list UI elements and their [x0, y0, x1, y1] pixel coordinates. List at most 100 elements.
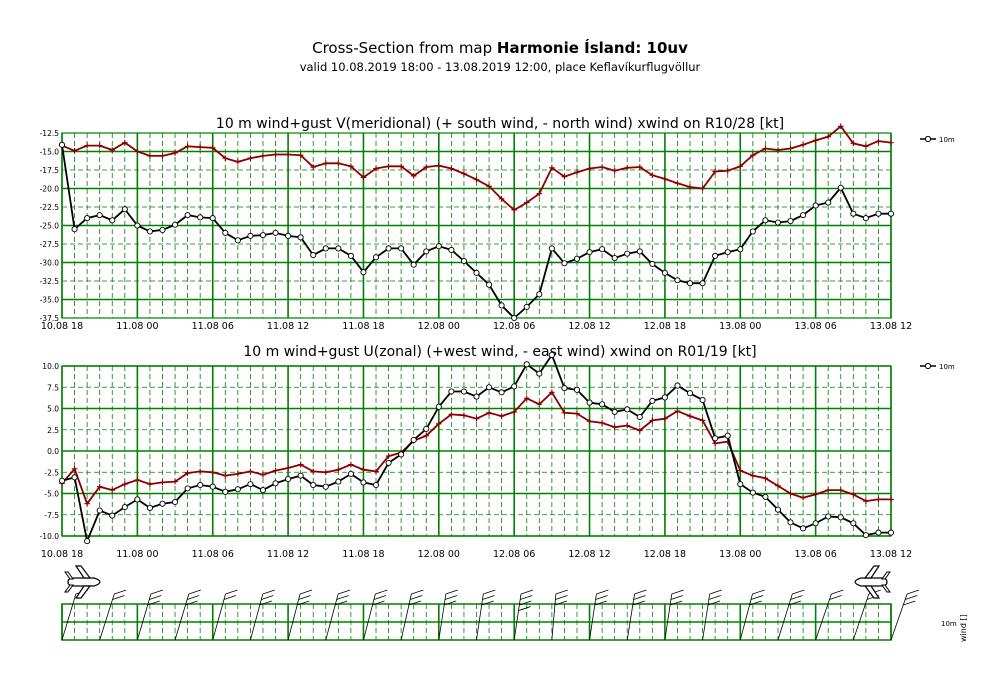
y-tick-label: -37.5: [40, 314, 60, 323]
y-tick-label: -30.0: [40, 259, 60, 268]
data-point: [197, 214, 204, 221]
data-point: [297, 461, 304, 468]
data-point: [460, 388, 467, 395]
data-point: [573, 255, 581, 262]
x-tick-label: 12.08 00: [418, 549, 460, 560]
data-point: [348, 163, 354, 170]
wind-barb: [626, 589, 647, 641]
x-tick-label: 13.08 00: [719, 321, 761, 332]
x-tick-label: 11.08 18: [342, 321, 384, 332]
data-point: [134, 148, 141, 155]
wind-barb-shaft: [513, 593, 522, 641]
wind-barb-shaft: [287, 593, 301, 641]
data-point: [624, 250, 631, 257]
data-point: [825, 487, 831, 493]
data-point: [561, 385, 568, 392]
data-point: [360, 269, 367, 276]
data-point: [686, 280, 694, 287]
data-point: [787, 145, 794, 152]
data-point: [586, 165, 593, 172]
data-point: [109, 147, 116, 153]
wind-barb-flag: [520, 589, 534, 595]
data-point: [523, 303, 530, 310]
data-point: [699, 417, 706, 424]
x-tick-label: 12.08 18: [644, 321, 686, 332]
data-point: [335, 245, 342, 252]
data-point: [398, 163, 404, 170]
data-point: [159, 226, 166, 233]
wind-barb-flag: [520, 595, 533, 600]
data-point: [850, 140, 857, 147]
data-point: [147, 481, 153, 487]
data-point: [385, 163, 392, 170]
data-point: [259, 487, 267, 494]
data-point: [71, 226, 78, 233]
data-point: [272, 151, 279, 158]
data-point: [171, 221, 179, 228]
data-point: [247, 232, 254, 239]
wind-barb-shaft: [702, 593, 711, 641]
data-point: [498, 302, 505, 309]
data-point: [649, 260, 656, 268]
data-point: [222, 488, 229, 495]
data-point: [749, 489, 756, 496]
data-point: [561, 409, 568, 416]
data-point: [448, 165, 455, 172]
data-point: [423, 425, 430, 432]
wind-barb-flag: [225, 589, 238, 595]
data-point: [172, 150, 178, 156]
data-point: [461, 170, 467, 177]
x-tick-label: 11.08 06: [192, 549, 234, 560]
x-tick-label: 13.08 12: [870, 321, 912, 332]
chart-panel-1: -12.5 -15.0 -17.5 -20.0 -22.5 -25.0 -27.5 -30.0…: [40, 116, 955, 332]
wind-barb-flag: [482, 595, 495, 600]
data-point: [322, 245, 329, 252]
wind-barb-flag: [262, 589, 275, 595]
data-point: [285, 151, 291, 158]
data-point: [335, 478, 342, 485]
wind-barb: [438, 589, 458, 641]
data-point: [322, 469, 329, 476]
data-point: [775, 483, 781, 489]
wind-barb: [99, 589, 127, 641]
data-point: [599, 401, 606, 408]
data-point: [348, 461, 354, 468]
data-point: [674, 180, 681, 187]
data-point: [750, 472, 756, 479]
data-point: [875, 210, 882, 217]
legend: 10m: [920, 362, 955, 371]
y-tick-label: -32.5: [40, 277, 60, 286]
wind-barb: [815, 589, 844, 641]
data-point: [122, 481, 128, 487]
wind-barb-flag: [483, 589, 496, 595]
wind-barb-flag: [708, 595, 721, 600]
wind-barb-flag: [750, 595, 764, 600]
data-point: [259, 232, 267, 239]
wind-barb: [250, 589, 275, 641]
data-point: [71, 466, 78, 472]
data-point: [599, 246, 606, 253]
data-point: [486, 183, 492, 190]
data-point: [774, 219, 782, 226]
data-point: [448, 246, 455, 253]
wind-barb-shaft: [815, 593, 832, 641]
wind-barb-flag: [481, 600, 494, 606]
data-point: [373, 165, 379, 172]
data-point: [523, 395, 530, 402]
data-point: [498, 196, 505, 202]
data-point: [825, 199, 832, 206]
data-point: [234, 237, 241, 244]
airplane-wings: [74, 565, 92, 599]
data-point: [71, 147, 78, 154]
wind-barb-flag: [632, 600, 645, 606]
y-tick-label: -10.0: [40, 532, 60, 541]
wind-barb-flag: [372, 600, 385, 606]
data-point: [636, 413, 643, 421]
data-point: [84, 142, 90, 149]
wind-barb-flag: [185, 600, 198, 606]
data-point: [260, 153, 266, 159]
data-point: [423, 248, 430, 255]
data-point: [661, 269, 668, 276]
data-point: [762, 145, 769, 152]
series-10m: [58, 351, 895, 545]
